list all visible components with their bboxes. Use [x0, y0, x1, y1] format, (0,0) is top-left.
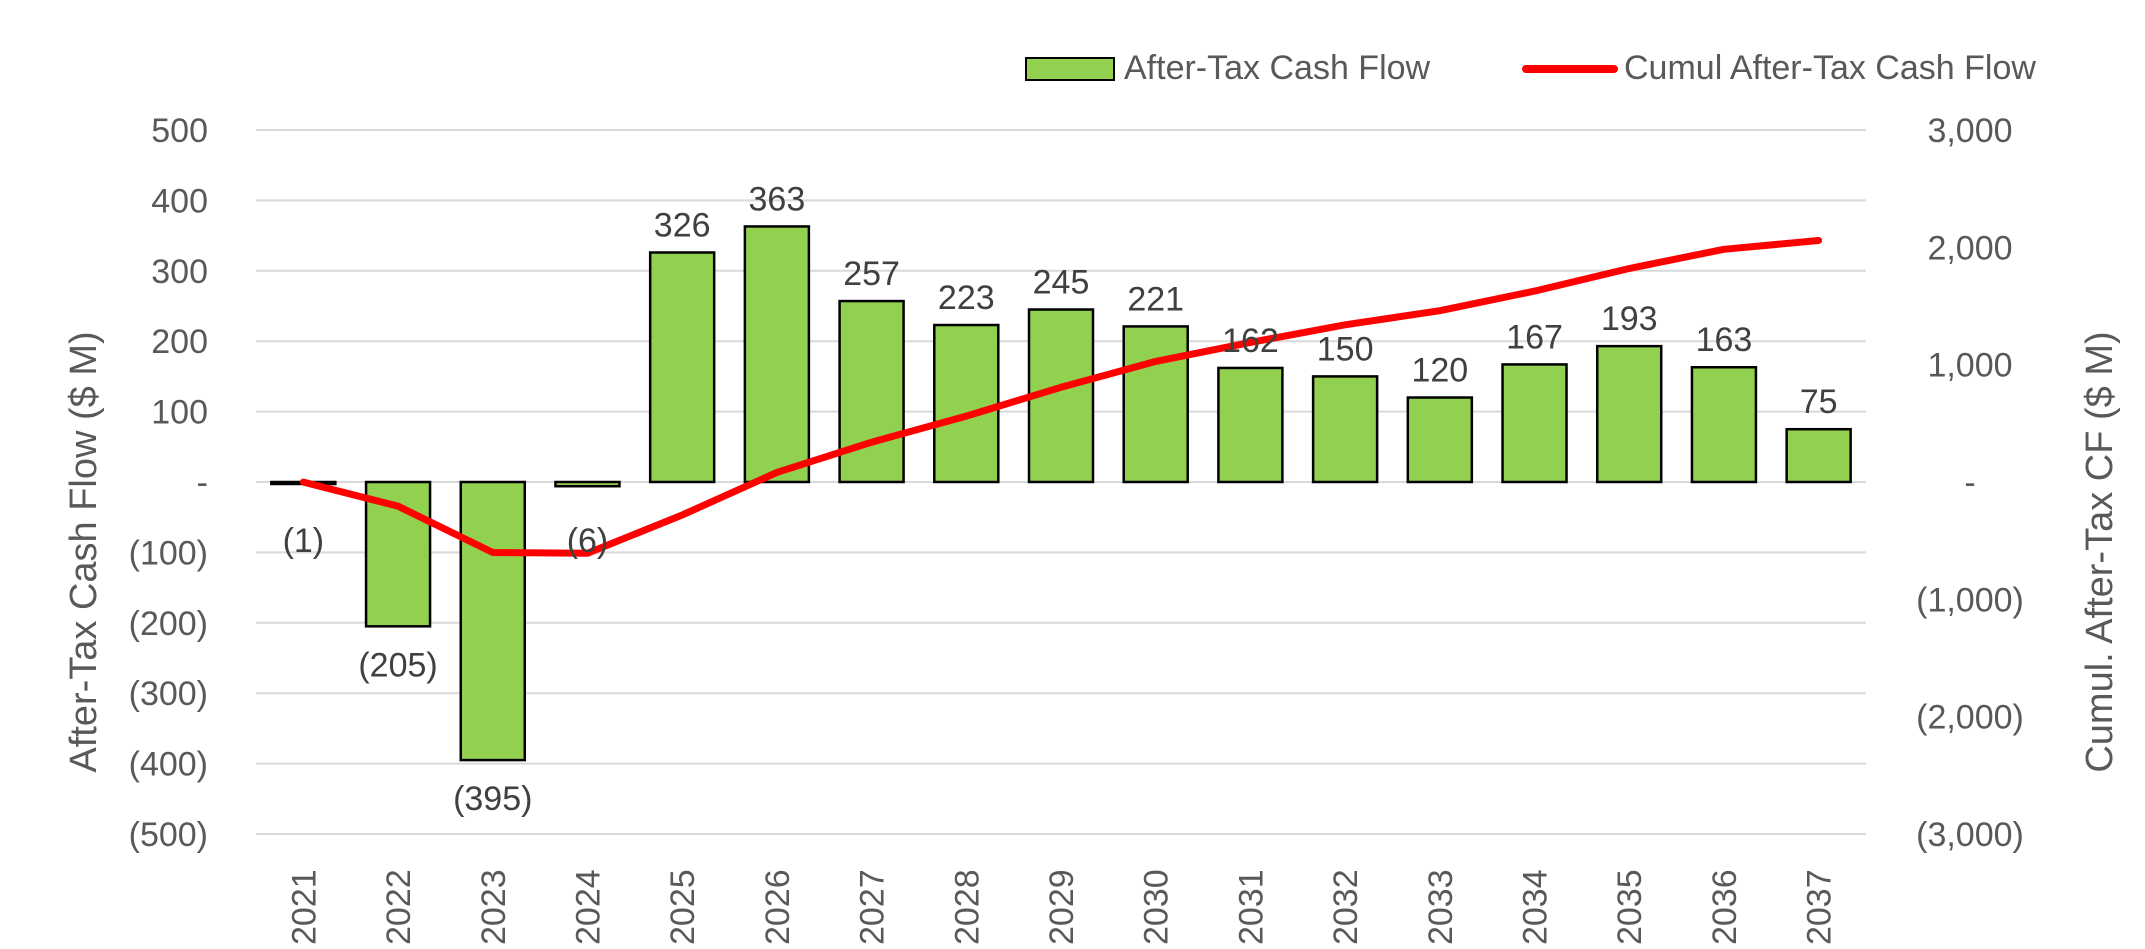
x-tick-label-2033: 2033 [1422, 869, 1460, 945]
data-label-2037: 75 [1800, 383, 1838, 421]
bar-2034 [1501, 363, 1568, 484]
data-label-2027: 257 [843, 255, 900, 293]
bar-2024 [554, 480, 621, 488]
y-left-tick-label: (300) [129, 675, 208, 713]
line-cumul-after-tax-cash-flow [299, 237, 1823, 557]
bar-2026 [743, 225, 811, 484]
legend: After-Tax Cash Flow Cumul After-Tax Cash… [1025, 49, 2036, 87]
data-label-2030: 221 [1127, 280, 1184, 318]
y-right-tick-label: (3,000) [1916, 816, 2024, 854]
data-labels: (1) (205) (395) (6) 326 363 257 223 245 221 162 150… [283, 180, 1838, 818]
y-left-tick-label: 500 [151, 112, 208, 150]
x-tick-label-2027: 2027 [854, 869, 892, 945]
data-label-2024: (6) [567, 522, 609, 560]
y-left-tick-label: (400) [129, 746, 208, 784]
bar-2035 [1595, 344, 1663, 484]
y-right-tick-label: (2,000) [1916, 699, 2024, 737]
x-tick-label-2031: 2031 [1232, 869, 1270, 945]
data-label-2031: 162 [1222, 322, 1279, 360]
legend-bar-swatch [1025, 57, 1115, 81]
bar-2025 [648, 251, 716, 484]
bar-2032 [1311, 375, 1379, 484]
bar-2030 [1122, 325, 1189, 484]
bar-2033 [1406, 396, 1474, 484]
data-label-2023: (395) [453, 780, 532, 818]
x-tick-label-2034: 2034 [1517, 869, 1555, 945]
legend-bar-label: After-Tax Cash Flow [1124, 49, 1431, 87]
data-label-2033: 120 [1411, 352, 1468, 390]
y-left-tick-label: 100 [151, 394, 208, 432]
y-right-axis-title: Cumul. After-Tax CF ($ M) [2079, 331, 2121, 772]
x-tick-label-2026: 2026 [759, 869, 797, 945]
data-label-2028: 223 [938, 279, 995, 317]
axes: 500 400 300 200 100 - (100) (200) (300) (400) (500… [129, 112, 2024, 945]
x-tick-label-2036: 2036 [1706, 869, 1744, 945]
y-left-axis-title: After-Tax Cash Flow ($ M) [63, 331, 105, 772]
y-right-tick-label: 3,000 [1927, 112, 2012, 150]
y-left-tick-label: - [197, 464, 208, 502]
y-left-tick-label: (100) [129, 534, 208, 572]
x-tick-label-2021: 2021 [285, 869, 323, 945]
cumulative-line [299, 237, 1823, 557]
data-label-2022: (205) [358, 646, 437, 684]
bar-2036 [1690, 365, 1758, 484]
data-label-2034: 167 [1506, 318, 1563, 356]
data-label-2035: 193 [1601, 300, 1658, 338]
x-tick-label-2029: 2029 [1043, 869, 1081, 945]
y-left-tick-label: 300 [151, 253, 208, 291]
legend-line-label: Cumul After-Tax Cash Flow [1624, 49, 2036, 87]
bar-2023 [459, 480, 527, 762]
data-label-2029: 245 [1033, 264, 1090, 302]
y-right-tick-label: (1,000) [1916, 581, 2024, 619]
bar-2028 [933, 323, 1000, 484]
x-tick-label-2032: 2032 [1327, 869, 1365, 945]
x-tick-label-2024: 2024 [569, 869, 607, 945]
bar-2031 [1217, 366, 1284, 484]
data-label-2036: 163 [1696, 321, 1753, 359]
y-right-tick-label: 1,000 [1927, 347, 2012, 385]
y-right-tick-label: 2,000 [1927, 229, 2012, 267]
bar-2037 [1785, 427, 1852, 484]
y-left-tick-label: 400 [151, 182, 208, 220]
x-tick-label-2022: 2022 [380, 869, 418, 945]
y-left-tick-label: (200) [129, 605, 208, 643]
data-label-2032: 150 [1317, 330, 1374, 368]
x-tick-label-2023: 2023 [475, 869, 513, 945]
x-tick-label-2028: 2028 [948, 869, 986, 945]
data-label-2021: (1) [283, 522, 325, 560]
bar-2027 [838, 299, 905, 484]
x-tick-label-2037: 2037 [1801, 869, 1839, 945]
x-tick-label-2030: 2030 [1138, 869, 1176, 945]
y-left-tick-label: 200 [151, 323, 208, 361]
x-tick-label-2035: 2035 [1611, 869, 1649, 945]
data-label-2026: 363 [749, 180, 806, 218]
x-tick-label-2025: 2025 [664, 869, 702, 945]
data-label-2025: 326 [654, 206, 711, 244]
y-left-tick-label: (500) [129, 816, 208, 854]
y-right-tick-label: - [1964, 464, 1975, 502]
